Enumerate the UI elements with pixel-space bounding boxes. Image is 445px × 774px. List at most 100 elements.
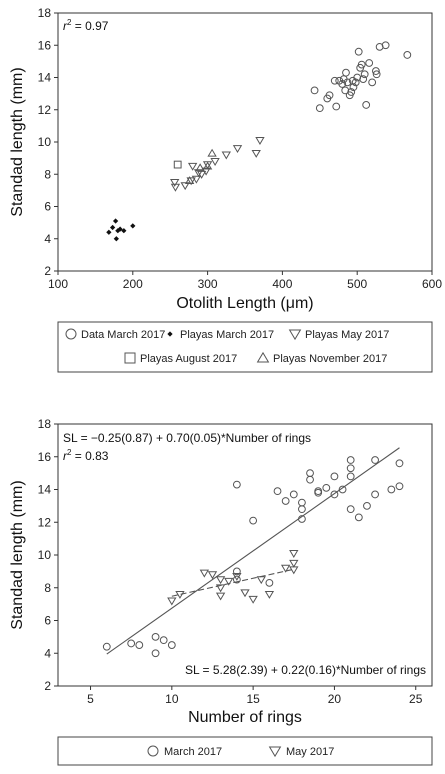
- x-tick-label: 500: [347, 277, 367, 291]
- legend-marker-square: [124, 352, 136, 364]
- data-point-triangle-down: [201, 167, 211, 176]
- top-data-marks: [106, 41, 412, 242]
- y-tick-label: 6: [44, 614, 51, 628]
- data-point-circle: [365, 59, 374, 67]
- bottom-y-axis-title: Standad length (mm): [9, 480, 26, 629]
- data-point-circle: [362, 101, 371, 109]
- data-point-triangle-down: [199, 569, 210, 578]
- data-point-triangle-down: [251, 149, 261, 158]
- bottom-legend-box: [57, 736, 433, 766]
- bottom-regression-lines: [106, 447, 400, 655]
- y-tick-label: 16: [38, 38, 52, 52]
- legend-marker-circle: [147, 745, 159, 757]
- data-point-circle: [151, 649, 160, 658]
- legend-label: Playas August 2017: [140, 353, 237, 365]
- legend-marker-triangle-down: [268, 746, 282, 758]
- y-tick-label: 18: [38, 6, 52, 20]
- data-point-triangle-down: [196, 170, 207, 179]
- data-point-triangle-up: [195, 163, 205, 172]
- data-point-circle: [135, 641, 144, 649]
- regression-line-solid: [106, 447, 400, 655]
- data-point-circle: [330, 76, 339, 85]
- data-point-circle: [346, 505, 355, 514]
- data-point-triangle-down: [193, 169, 204, 178]
- data-point-triangle-down: [248, 595, 258, 604]
- data-point-triangle-down: [256, 576, 266, 585]
- data-point-circle: [306, 475, 314, 484]
- data-point-circle: [381, 41, 390, 50]
- y-tick-label: 2: [44, 264, 51, 278]
- data-point-diamond: [106, 229, 112, 235]
- top-legend: Data March 2017 Playas March 2017 Playas M…: [57, 321, 433, 373]
- data-point-triangle-down: [215, 584, 226, 593]
- data-point-triangle-down: [167, 597, 177, 606]
- data-point-circle: [314, 488, 323, 497]
- legend-label: Data March 2017: [81, 329, 165, 341]
- legend-marker-triangle-up: [256, 351, 270, 363]
- data-point-triangle-down: [221, 151, 231, 160]
- data-point-diamond: [130, 223, 136, 229]
- y-tick-label: 12: [38, 515, 52, 529]
- data-point-triangle-down: [180, 182, 190, 191]
- data-point-triangle-down: [187, 162, 198, 171]
- y-tick-label: 4: [44, 646, 51, 660]
- y-tick-label: 14: [38, 71, 52, 85]
- data-point-circle: [332, 102, 341, 111]
- data-point-circle: [338, 80, 347, 88]
- data-point-circle: [330, 490, 339, 499]
- legend-label: May 2017: [286, 746, 334, 758]
- x-tick-label: 20: [328, 692, 342, 706]
- data-point-circle: [346, 464, 355, 473]
- data-point-circle: [372, 70, 381, 79]
- y-tick-label: 6: [44, 200, 51, 214]
- data-point-triangle-down: [289, 550, 299, 558]
- data-point-circle: [346, 456, 355, 464]
- y-tick-label: 4: [44, 232, 51, 246]
- top-legend-box: [57, 321, 433, 373]
- data-point-circle: [306, 469, 314, 478]
- data-point-circle: [127, 639, 136, 648]
- data-point-triangle-down: [170, 178, 180, 187]
- data-point-circle: [314, 487, 323, 496]
- y-tick-label: 16: [38, 450, 52, 464]
- data-point-circle: [330, 472, 339, 481]
- data-point-circle: [363, 501, 371, 510]
- y-tick-label: 12: [38, 103, 52, 117]
- data-point-circle: [315, 104, 324, 113]
- x-tick-label: 100: [48, 277, 68, 291]
- data-point-triangle-down: [289, 559, 299, 568]
- data-point-circle: [298, 498, 306, 507]
- data-point-circle: [359, 75, 368, 84]
- data-point-circle: [298, 505, 306, 514]
- legend-marker-diamond: [167, 331, 173, 337]
- data-point-circle: [232, 567, 241, 576]
- y-tick-label: 2: [44, 679, 51, 693]
- data-point-circle: [325, 91, 334, 100]
- y-tick-label: 8: [44, 167, 51, 181]
- top-legend-items: Data March 2017 Playas March 2017 Playas M…: [65, 328, 389, 365]
- legend-marker-triangle-down: [288, 329, 302, 341]
- data-point-circle: [368, 78, 377, 87]
- legend-label: Playas March 2017: [180, 329, 274, 341]
- legend-label: March 2017: [164, 746, 222, 758]
- regression-line-dashed: [171, 568, 294, 597]
- data-point-circle: [395, 482, 404, 491]
- top-r2-annotation: r2 = 0.97: [63, 18, 109, 33]
- data-point-circle: [387, 485, 396, 494]
- chart-top: 100 200 300 400 500 600 2 4 6 8 10 12 14 16 18 r2 = 0.…: [9, 6, 442, 312]
- legend-label: Playas November 2017: [273, 353, 387, 365]
- data-point-triangle-down: [215, 592, 226, 601]
- data-point-circle: [151, 632, 160, 641]
- chart-bottom: 5 10 15 20 25 2 4 6 8 10 12 14 16 18 SL = −0.25(0.87)…: [9, 417, 433, 726]
- data-point-circle: [371, 456, 379, 464]
- data-point-circle: [265, 578, 274, 587]
- data-point-triangle-down: [207, 571, 218, 580]
- data-point-circle: [357, 60, 366, 69]
- data-point-circle: [249, 516, 258, 525]
- top-x-axis-title: Otolith Length (μm): [176, 295, 313, 312]
- data-point-triangle-down: [264, 590, 275, 599]
- data-point-triangle-down: [210, 158, 220, 166]
- data-point-circle: [354, 513, 363, 522]
- bottom-plot-frame: [57, 423, 433, 687]
- data-point-circle: [322, 483, 331, 492]
